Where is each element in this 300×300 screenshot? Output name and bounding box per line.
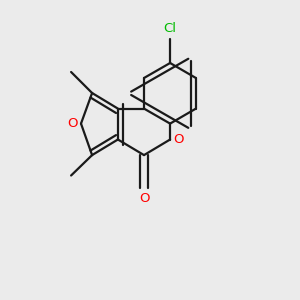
Text: O: O — [68, 117, 78, 130]
Text: Cl: Cl — [164, 22, 177, 35]
Text: O: O — [139, 192, 149, 205]
Text: O: O — [173, 133, 184, 146]
